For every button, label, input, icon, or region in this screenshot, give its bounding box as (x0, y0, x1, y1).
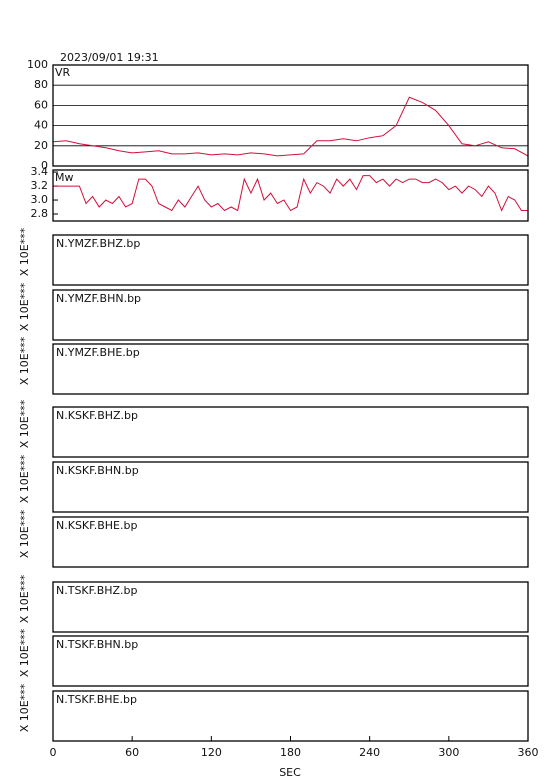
trace-panel (52, 461, 529, 513)
trace-panel (52, 406, 529, 458)
trace-label: N.YMZF.BHN.bp (56, 292, 141, 305)
trace-scale: X 10E*** (18, 399, 31, 448)
y-tick-label: 2.8 (31, 207, 49, 220)
y-tick-label: 40 (34, 119, 48, 132)
trace-label: N.KSKF.BHE.bp (56, 519, 137, 532)
trace-panel (52, 635, 529, 687)
trace-scale: X 10E*** (18, 574, 31, 623)
trace-panel (52, 343, 529, 395)
trace-scale: X 10E*** (18, 454, 31, 503)
y-tick-label: 80 (34, 78, 48, 91)
trace-label: N.TSKF.BHZ.bp (56, 584, 138, 597)
y-tick-label: 3.4 (31, 165, 49, 178)
trace-label: N.KSKF.BHN.bp (56, 464, 139, 477)
trace-scale: X 10E*** (18, 509, 31, 558)
y-tick-label: 60 (34, 98, 48, 111)
panel-label: Mw (55, 171, 74, 184)
trace-panel (52, 234, 529, 286)
x-axis-label: SEC (279, 766, 301, 779)
y-tick-label: 3.0 (31, 193, 49, 206)
y-tick-label: 20 (34, 139, 48, 152)
trace-scale: X 10E*** (18, 227, 31, 276)
x-tick-label: 120 (201, 746, 222, 759)
panel-frame (52, 169, 529, 222)
trace-scale: X 10E*** (18, 683, 31, 732)
y-tick-label: 3.2 (31, 179, 49, 192)
data-line (53, 175, 528, 212)
trace-panel (52, 289, 529, 341)
trace-scale: X 10E*** (18, 282, 31, 331)
x-tick-label: 240 (359, 746, 380, 759)
data-line (52, 96, 529, 157)
panel-frame (52, 64, 529, 167)
x-tick-label: 60 (125, 746, 139, 759)
y-tick-label: 100 (27, 58, 48, 71)
trace-label: N.YMZF.BHZ.bp (56, 237, 140, 250)
panel-label: VR (55, 66, 71, 79)
trace-scale: X 10E*** (18, 336, 31, 385)
trace-label: N.YMZF.BHE.bp (56, 346, 140, 359)
trace-label: N.TSKF.BHN.bp (56, 638, 138, 651)
trace-label: N.KSKF.BHZ.bp (56, 409, 138, 422)
trace-panel (52, 581, 529, 633)
x-tick-label: 300 (438, 746, 459, 759)
trace-label: N.TSKF.BHE.bp (56, 693, 137, 706)
trace-panel (52, 516, 529, 568)
trace-scale: X 10E*** (18, 628, 31, 677)
x-tick-label: 360 (518, 746, 539, 759)
x-tick-label: 180 (280, 746, 301, 759)
x-tick-label: 0 (50, 746, 57, 759)
plot-title: 2023/09/01 19:31 (60, 51, 159, 64)
y-tick-label: 0 (41, 159, 48, 172)
